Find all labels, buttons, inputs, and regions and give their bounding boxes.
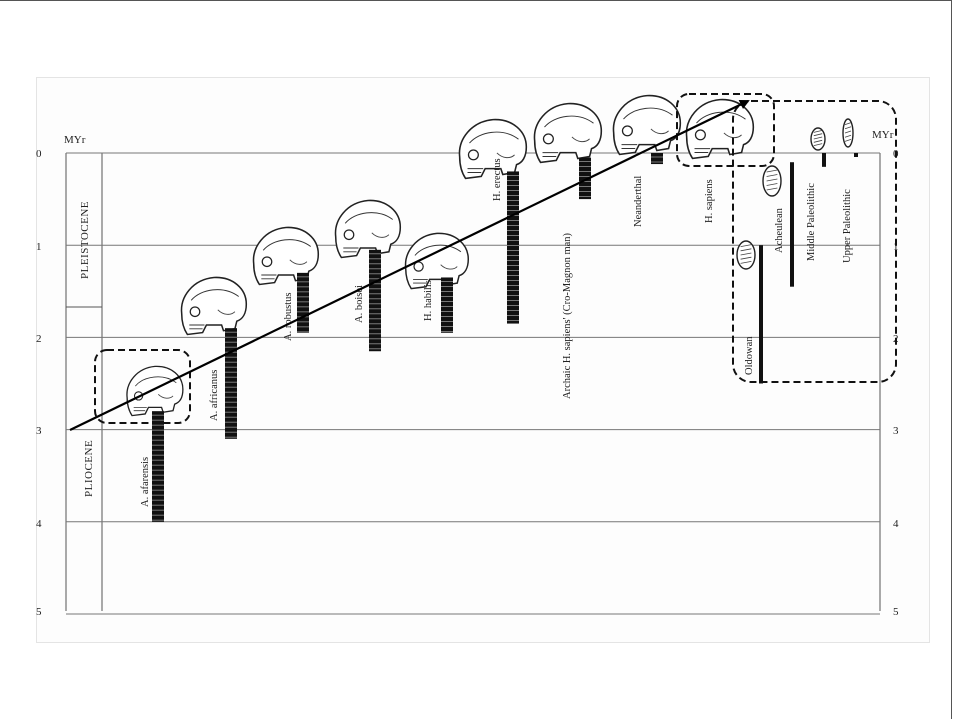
range-bar-1 — [225, 328, 237, 439]
right-tick-1: 1 — [893, 241, 899, 253]
left-tick-labels: 0 1 2 3 4 5 — [36, 148, 42, 618]
tool-label-middle-paleolithic: Middle Paleolithic — [806, 183, 817, 261]
hominin-skull-icon — [334, 199, 402, 259]
tool-range-bar-3 — [854, 153, 858, 157]
hominin-skull-icon — [458, 118, 528, 180]
range-bar-5 — [507, 171, 519, 324]
tool-label-oldowan: Oldowan — [744, 336, 755, 375]
tool-range-bar-2 — [822, 153, 826, 167]
range-bar-0 — [152, 411, 164, 522]
stone-tool-icon — [762, 165, 782, 197]
left-tick-4: 4 — [36, 518, 42, 530]
left-tick-0: 0 — [36, 148, 42, 160]
stone-tool-icon — [842, 118, 854, 148]
range-bar-6 — [579, 157, 591, 200]
tool-label-acheulean: Acheulean — [774, 207, 785, 253]
highlight-box-sapiens — [676, 93, 775, 167]
species-label-erectus: H. erectus — [492, 158, 503, 201]
species-label-boisei: A. boisei — [354, 285, 365, 323]
tool-range-bar-1 — [790, 162, 794, 287]
species-label-afarensis: A. afarensis — [140, 457, 151, 507]
era-label-pliocene: PLIOCENE — [83, 440, 95, 497]
range-bar-2 — [297, 272, 309, 333]
species-label-neanderthal: Neanderthal — [633, 176, 644, 227]
stone-tool-icon — [736, 240, 756, 270]
tool-illustrations — [736, 118, 854, 270]
hominin-skull-icon — [685, 98, 755, 160]
hominin-skull-icon — [533, 102, 603, 164]
range-bar-7 — [651, 153, 663, 165]
trend-arrow — [69, 99, 750, 431]
tool-label-upper-paleolithic: Upper Paleolithic — [842, 189, 853, 263]
species-label-africanus: A. africanus — [209, 370, 220, 421]
right-tick-5: 5 — [893, 606, 899, 618]
highlight-box-tools — [732, 100, 897, 383]
hominin-skull-icon — [126, 365, 184, 417]
species-label-archaic-sapiens: Archaic H. sapiens' (Cro-Magnon man) — [562, 232, 573, 399]
tool-range-bar-0 — [759, 245, 763, 384]
left-axis-unit: MYr — [64, 134, 86, 146]
hominin-skull-icon — [252, 226, 320, 286]
species-label-sapiens: H. sapiens — [704, 179, 715, 223]
hominin-skull-icon — [404, 232, 470, 290]
hominin-skull-icon — [180, 276, 248, 336]
hominin-skull-icon — [612, 94, 682, 156]
time-grid — [66, 152, 880, 615]
range-bar-4 — [441, 277, 453, 333]
left-tick-5: 5 — [36, 606, 42, 618]
right-axis-unit: MYr — [872, 129, 894, 141]
right-tick-3: 3 — [893, 425, 899, 437]
species-label-habilis: H. habilis — [423, 280, 434, 321]
species-label-robustus: A. robustus — [283, 293, 294, 341]
left-tick-3: 3 — [36, 425, 42, 437]
highlight-box-afarensis — [94, 349, 191, 424]
left-tick-2: 2 — [36, 333, 42, 345]
right-tick-4: 4 — [893, 518, 899, 530]
range-bar-3 — [369, 249, 381, 352]
era-label-pleistocene: PLEISTOCENE — [79, 201, 91, 279]
stone-tool-icon — [810, 127, 826, 151]
left-tick-1: 1 — [36, 241, 42, 253]
range-bars — [152, 153, 858, 522]
skull-illustrations — [126, 94, 755, 417]
